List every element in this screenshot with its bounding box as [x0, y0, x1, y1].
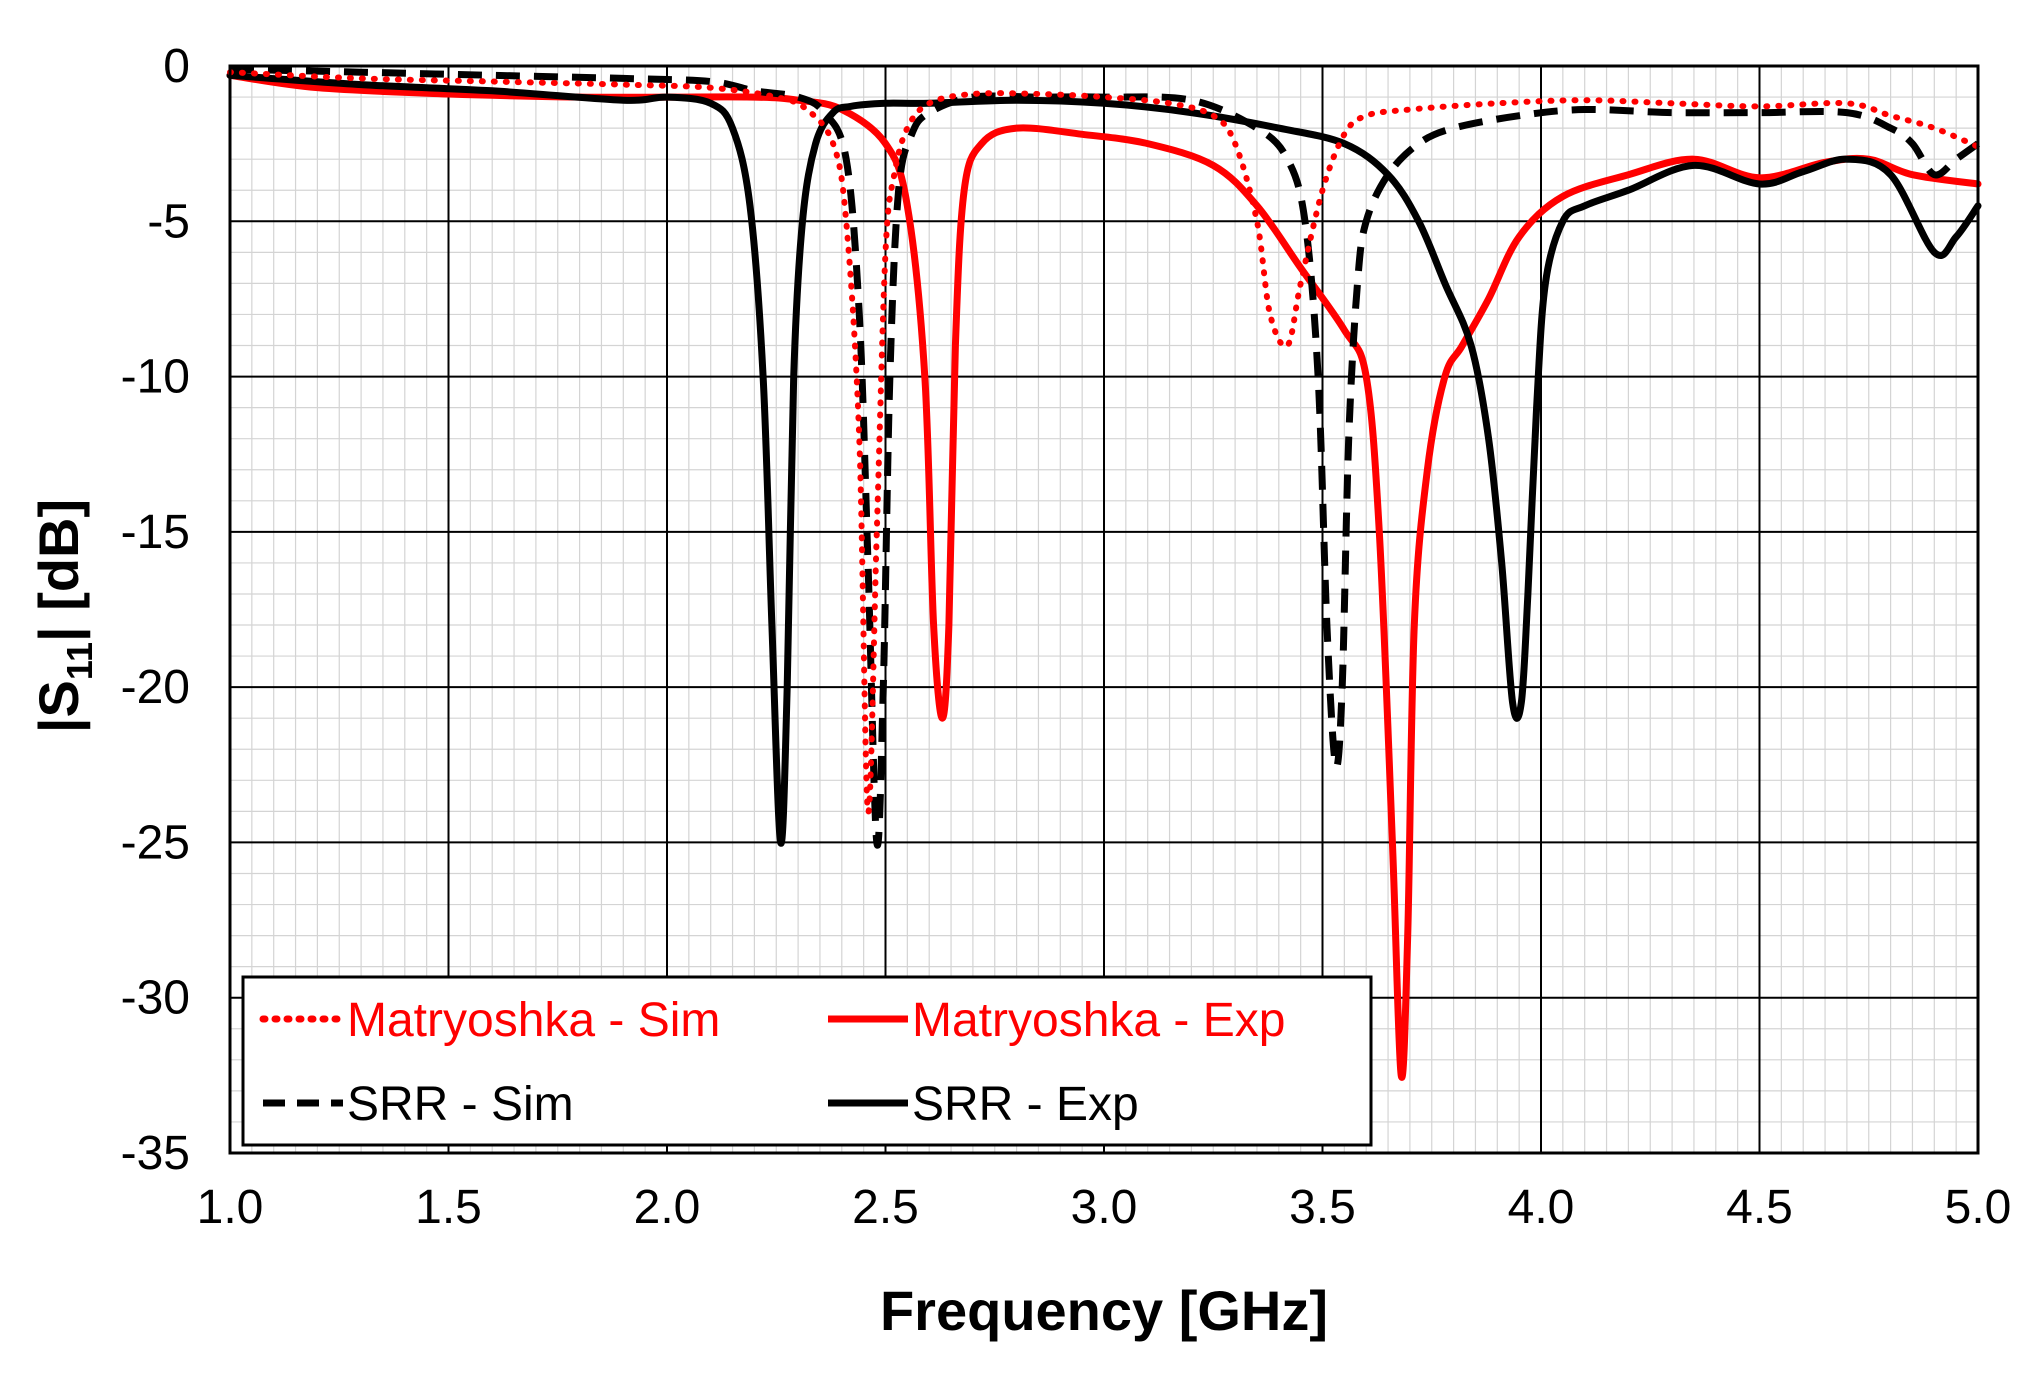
y-axis-title-subscript: 11 [59, 642, 100, 680]
x-tick-label: 3.0 [1071, 1181, 1138, 1234]
x-tick-label: 1.0 [197, 1181, 264, 1234]
legend-item-srr-exp: SRR - Exp [828, 1078, 1139, 1131]
legend-item-matryoshka-exp: Matryoshka - Exp [828, 994, 1285, 1047]
legend-item-matryoshka-sim: Matryoshka - Sim [259, 994, 720, 1047]
legend: Matryoshka - Sim Matryoshka - Exp SRR - … [241, 975, 1373, 1147]
x-tick-label: 2.5 [852, 1181, 919, 1234]
x-axis-ticks: 1.0 1.5 2.0 2.5 3.0 3.5 4.0 4.5 5.0 [197, 1181, 2012, 1234]
y-axis-ticks: 0 -5 -10 -15 -20 -25 -30 -35 [121, 40, 190, 1180]
y-tick-label: -15 [121, 506, 190, 559]
y-axis-title-main: |S [27, 680, 91, 733]
x-tick-label: 4.5 [1726, 1181, 1793, 1234]
plot-border [228, 64, 1980, 1155]
x-tick-label: 4.0 [1508, 1181, 1575, 1234]
series-matryoshka-sim-line [227, 69, 1981, 816]
x-tick-label: 1.5 [415, 1181, 482, 1234]
x-axis-title: Frequency [GHz] [880, 1279, 1328, 1342]
series-srr-sim-line [229, 65, 1981, 849]
legend-item-srr-sim: SRR - Sim [263, 1078, 574, 1131]
legend-box [241, 975, 1373, 1147]
legend-label-matryoshka-sim: Matryoshka - Sim [347, 994, 720, 1047]
x-tick-label: 5.0 [1945, 1181, 2012, 1234]
y-tick-label: -30 [121, 972, 190, 1025]
y-axis-title: |S11| [dB] [27, 499, 100, 733]
x-tick-label: 3.5 [1289, 1181, 1356, 1234]
series-srr-exp-line [226, 71, 1982, 847]
series-matryoshka-exp-line [226, 71, 1982, 1081]
y-axis-title-tail: | [dB] [27, 499, 91, 642]
y-tick-label: -20 [121, 661, 190, 714]
legend-label-matryoshka-exp: Matryoshka - Exp [912, 994, 1285, 1047]
legend-label-srr-sim: SRR - Sim [347, 1078, 574, 1131]
y-tick-label: -25 [121, 816, 190, 869]
legend-label-srr-exp: SRR - Exp [912, 1078, 1139, 1131]
y-tick-label: -35 [121, 1127, 190, 1180]
y-tick-label: 0 [163, 40, 190, 93]
plot-frame [228, 64, 1980, 1155]
x-tick-label: 2.0 [634, 1181, 701, 1234]
y-tick-label: -10 [121, 351, 190, 404]
series-layer [226, 65, 1982, 1081]
y-tick-label: -5 [147, 195, 190, 248]
